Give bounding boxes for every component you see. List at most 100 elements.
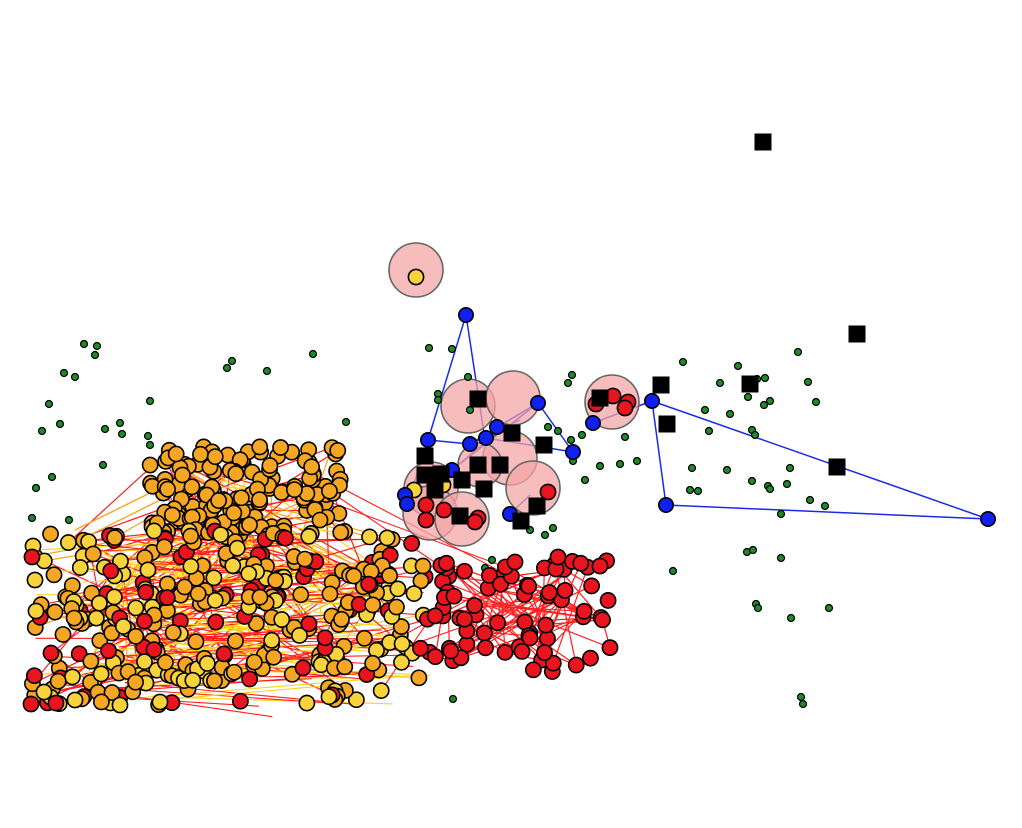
red-node — [582, 649, 599, 667]
orange-node — [245, 653, 263, 671]
green-dot — [620, 432, 630, 442]
green-dot — [447, 344, 457, 354]
orange-node — [206, 448, 224, 466]
border-node — [66, 691, 84, 709]
red-node — [572, 554, 590, 572]
red-node — [520, 577, 538, 595]
yellow-node — [347, 691, 365, 709]
yellow-node — [212, 526, 230, 544]
green-dot — [824, 603, 834, 613]
orange-node — [261, 457, 279, 474]
green-dot — [753, 603, 763, 613]
green-dot — [553, 426, 563, 436]
yellow-node — [228, 539, 246, 557]
orange-node — [82, 652, 100, 670]
orange-node — [364, 654, 382, 672]
yellow-node — [112, 552, 129, 570]
green-dot — [760, 373, 770, 383]
red-node — [601, 639, 619, 657]
green-dot — [540, 530, 550, 540]
orange-node — [159, 480, 176, 498]
yellow-node — [393, 653, 410, 671]
red-node — [215, 645, 233, 663]
green-dot — [548, 523, 558, 533]
orange-node — [227, 465, 245, 483]
green-dot — [668, 566, 678, 576]
red-node — [276, 529, 294, 547]
yellow-node — [405, 585, 423, 603]
orange-node — [285, 481, 303, 499]
border-node — [151, 693, 169, 711]
black-square-node — [848, 325, 866, 343]
cluster-edge — [74, 487, 161, 531]
yellow-node — [240, 565, 258, 583]
green-dot — [750, 430, 760, 440]
red-cluster-edge — [460, 621, 526, 659]
green-dot — [725, 409, 735, 419]
black-square-node — [741, 375, 759, 393]
orange-node — [392, 618, 410, 636]
orange-node — [364, 596, 382, 614]
green-dot — [743, 392, 753, 402]
red-node — [360, 575, 378, 593]
yellow-node — [300, 527, 318, 545]
orange-node — [45, 566, 63, 584]
border-node — [23, 548, 41, 566]
red-node — [556, 582, 574, 599]
red-node — [489, 614, 506, 632]
black-square-node — [512, 512, 530, 530]
red-node — [137, 583, 155, 601]
green-dot — [759, 400, 769, 410]
red-node — [442, 642, 460, 660]
orange-node — [192, 445, 209, 463]
black-square-node — [416, 466, 434, 484]
cluster-edge — [163, 684, 339, 701]
orange-node — [167, 445, 185, 463]
orange-node — [311, 511, 329, 529]
green-dot — [100, 424, 110, 434]
yellow-node — [184, 671, 202, 689]
orange-node — [241, 516, 258, 534]
yellow-node — [87, 609, 105, 627]
black-square-node — [453, 471, 471, 489]
red-node — [616, 399, 634, 417]
red-cluster-edge — [474, 604, 585, 612]
green-dot — [143, 431, 153, 441]
red-node — [537, 616, 555, 634]
red-node — [524, 661, 542, 679]
orange-node — [321, 482, 338, 500]
green-dot — [687, 463, 697, 473]
blue-node — [457, 306, 474, 323]
green-dot — [693, 486, 703, 496]
green-dot — [820, 501, 830, 511]
red-node — [456, 610, 473, 628]
yellow-node — [182, 557, 200, 575]
blue-node — [564, 443, 581, 460]
green-dot — [722, 465, 732, 475]
orange-node — [182, 527, 200, 545]
orange-node — [232, 489, 250, 507]
red-node — [567, 656, 585, 674]
yellow-node — [361, 528, 378, 546]
blue-node — [979, 510, 996, 527]
green-dot — [115, 418, 125, 428]
green-dot — [748, 545, 758, 555]
green-dot — [222, 363, 232, 373]
red-node — [426, 648, 444, 666]
orange-node — [332, 524, 350, 541]
green-dot — [803, 377, 813, 387]
red-node — [466, 513, 484, 531]
red-node — [594, 611, 611, 629]
orange-node — [251, 438, 269, 456]
green-dot — [47, 472, 57, 482]
orange-node — [381, 567, 399, 585]
orange-node — [84, 545, 102, 563]
red-node — [158, 589, 176, 607]
orange-node — [251, 588, 269, 606]
green-dot — [262, 366, 272, 376]
yellow-node — [114, 618, 132, 635]
red-node — [417, 496, 435, 514]
green-dot — [145, 440, 155, 450]
green-dot — [59, 368, 69, 378]
orange-node — [210, 492, 228, 509]
